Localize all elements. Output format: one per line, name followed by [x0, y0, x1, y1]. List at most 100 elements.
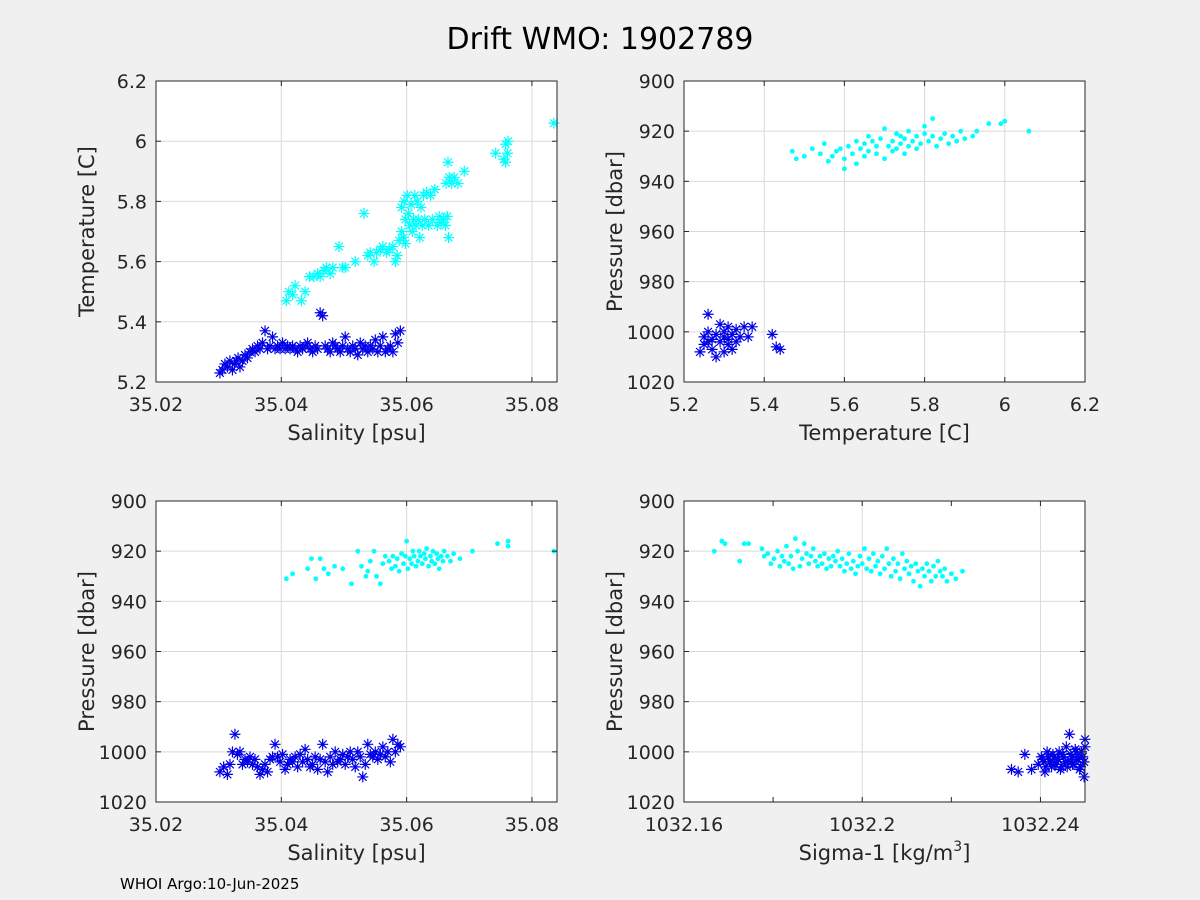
data-point: [362, 346, 374, 358]
y-axis: 5.2 5.4 5.6 5.8 6 6.2: [117, 71, 557, 394]
data-point: [904, 558, 910, 564]
data-point: [396, 568, 402, 574]
data-point: [1042, 751, 1054, 763]
series-1: [694, 308, 786, 363]
data-point: [922, 123, 927, 129]
data-point: [1035, 751, 1047, 763]
x-axis-label: Temperature [C]: [798, 421, 970, 445]
y-tick-label: 1000: [99, 742, 147, 764]
data-point: [1077, 751, 1089, 763]
x-tick-label: 35.02: [129, 394, 183, 416]
y-tick-label: 980: [639, 692, 675, 714]
data-point: [931, 563, 936, 569]
data-point: [321, 566, 327, 572]
plot-area: [156, 81, 557, 382]
data-point: [1040, 761, 1052, 773]
data-point: [1044, 756, 1056, 768]
data-point: [428, 553, 433, 559]
data-point: [399, 551, 405, 557]
y-tick-label: 5.4: [117, 312, 147, 334]
data-point: [393, 235, 405, 247]
data-point: [359, 758, 371, 770]
data-point: [819, 561, 825, 567]
data-point: [873, 563, 878, 569]
data-point: [879, 553, 885, 559]
data-point: [451, 551, 457, 557]
data-point: [404, 538, 410, 544]
x-axis-label-main: Salinity [psu]: [287, 841, 425, 865]
data-point: [357, 771, 369, 783]
data-point: [354, 337, 366, 349]
data-point: [833, 148, 839, 154]
data-point: [396, 226, 408, 237]
figure-title: Drift WMO: 1902789: [447, 22, 754, 57]
data-point: [289, 280, 301, 292]
data-point: [710, 351, 722, 363]
data-point: [257, 337, 269, 349]
data-point: [1069, 743, 1081, 755]
data-point: [254, 343, 266, 355]
data-point: [363, 573, 369, 579]
data-point: [349, 343, 361, 355]
data-point: [228, 358, 240, 370]
series-1: [1005, 728, 1091, 783]
data-point: [784, 543, 789, 549]
data-point: [309, 751, 321, 763]
data-point: [825, 158, 831, 164]
data-point: [372, 753, 384, 765]
data-point: [226, 746, 238, 758]
data-point: [830, 553, 836, 559]
data-point: [221, 768, 233, 780]
data-point: [911, 578, 916, 584]
data-point: [368, 256, 380, 268]
data-point: [906, 143, 911, 149]
data-point: [354, 751, 366, 763]
data-point: [829, 153, 835, 159]
data-point: [272, 751, 284, 763]
data-point: [359, 563, 364, 569]
data-point: [349, 761, 361, 773]
data-point: [792, 536, 798, 542]
data-point: [698, 331, 710, 343]
data-point: [808, 553, 814, 559]
data-point: [954, 138, 960, 144]
data-point: [216, 364, 228, 376]
data-point: [409, 189, 421, 201]
series-0: [789, 116, 1032, 172]
data-point: [308, 556, 314, 562]
data-point: [1054, 763, 1066, 775]
data-point: [297, 756, 309, 768]
data-point: [389, 566, 394, 572]
data-point: [458, 165, 470, 177]
data-point: [759, 546, 765, 552]
data-point: [416, 548, 422, 554]
data-point: [377, 331, 389, 343]
data-point: [746, 321, 758, 333]
data-point: [374, 573, 379, 579]
data-point: [440, 558, 446, 564]
data-point: [882, 566, 887, 572]
data-point: [406, 226, 418, 237]
y-tick-label: 920: [639, 121, 675, 143]
y-tick-label: 1000: [627, 742, 675, 764]
data-point: [934, 143, 940, 149]
data-point: [229, 728, 241, 740]
data-point: [786, 561, 792, 567]
series-1: [214, 728, 406, 783]
data-point: [710, 328, 722, 340]
y-tick-label: 1000: [627, 322, 675, 344]
data-point: [367, 558, 373, 564]
data-point: [232, 352, 244, 364]
data-point: [444, 553, 450, 559]
y-tick-label: 940: [111, 591, 147, 613]
data-point: [738, 321, 750, 333]
data-point: [846, 143, 851, 149]
data-point: [891, 556, 896, 562]
data-point: [1005, 763, 1017, 775]
data-point: [888, 573, 894, 579]
data-point: [1026, 763, 1038, 775]
data-point: [821, 141, 827, 147]
y-axis: 900 920 940 960 980 1000 1020: [99, 491, 557, 814]
data-point: [854, 138, 859, 144]
y-axis-label: Pressure [dbar]: [603, 151, 627, 312]
